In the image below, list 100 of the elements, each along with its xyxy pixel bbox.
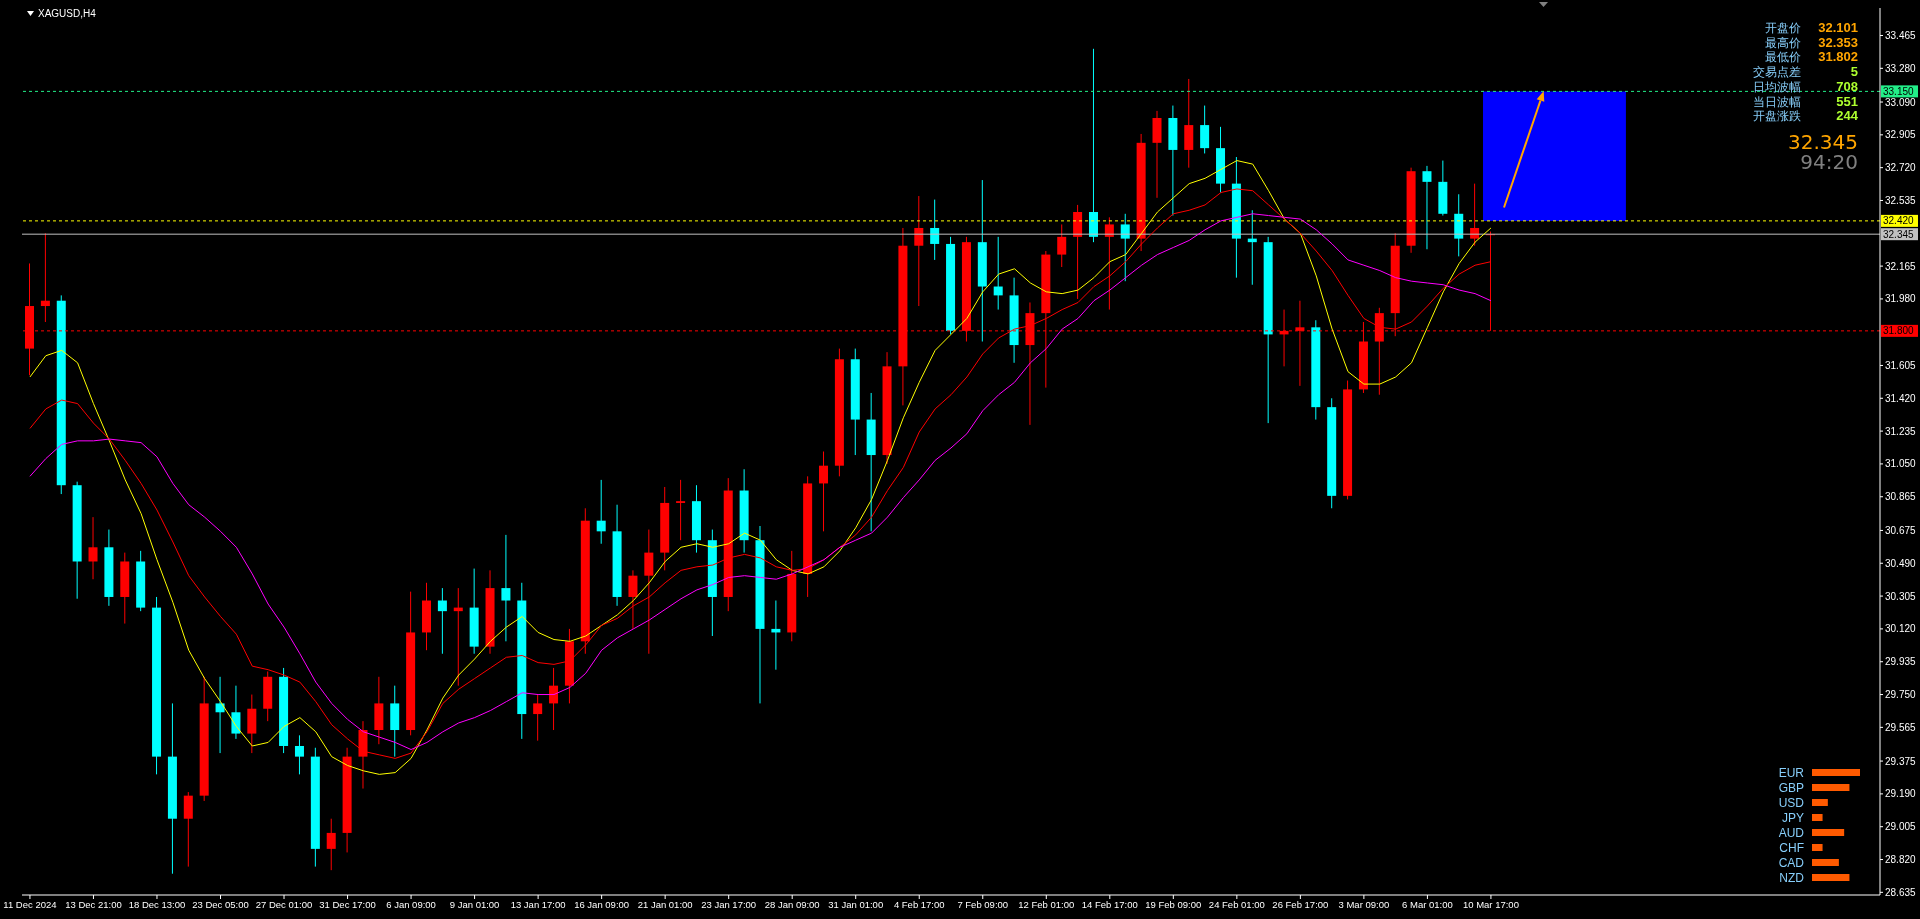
annotation: 日均波幅 [1753,79,1801,95]
candlestick [326,818,336,871]
candlestick [1120,213,1130,282]
y-tick-label: 28.820 [1885,854,1917,866]
y-tick-label: 30.490 [1885,557,1917,569]
candlestick [1104,216,1114,311]
y-tick-label: 29.750 [1885,689,1917,701]
ref-line-label: 32.420 [1883,215,1915,227]
annotation: 708 [1835,78,1858,95]
bar [1812,829,1845,836]
ref-line-label: 31.800 [1883,325,1915,337]
annotation: 551 [1835,93,1858,110]
y-tick-label: 29.565 [1885,721,1917,733]
candlestick [676,479,686,541]
y-tick-label: 33.465 [1885,30,1917,42]
candlestick [1470,183,1480,247]
candlestick [993,236,1003,311]
x-tick-label: 4 Feb 17:00 [893,898,945,910]
candlestick [596,479,606,545]
x-tick-label: 6 Mar 01:00 [1402,898,1453,910]
x-tick-label: 23 Jan 17:00 [701,898,757,910]
y-tick-label: AUD [1778,825,1805,840]
y-tick-label: USD [1778,795,1805,810]
annotation: 31.802 [1817,49,1858,66]
x-tick-label: 10 Mar 17:00 [1462,898,1519,910]
x-tick-label: 16 Jan 09:00 [574,898,630,910]
bar [1812,784,1850,791]
x-tick-label: 3 Mar 09:00 [1338,898,1390,910]
candlestick [1422,165,1432,250]
candlestick [1200,105,1210,154]
bar [1812,769,1860,776]
y-tick-label: 30.120 [1885,623,1917,635]
y-tick-label: 32.165 [1885,260,1917,272]
annotation: 最高价 [1764,35,1801,51]
bar [1812,874,1850,881]
y-tick-label: 31.605 [1885,360,1917,372]
y-tick-label: 31.420 [1885,392,1917,404]
y-tick-label: CAD [1778,855,1805,870]
x-tick-label: 31 Jan 01:00 [828,898,884,910]
y-tick-label: EUR [1778,765,1805,780]
y-tick-label: 29.375 [1885,755,1917,767]
candlestick [231,685,241,740]
candlestick [437,587,447,655]
annotation: 交易点差 [1753,65,1801,80]
candlestick [930,199,940,261]
x-tick-label: 7 Feb 09:00 [957,898,1009,910]
bar [1812,859,1839,866]
candlestick [1057,223,1067,268]
x-tick-label: 23 Dec 05:00 [192,898,249,910]
candlestick [294,734,304,775]
annotation: 开盘价 [1764,21,1801,36]
y-tick-label: GBP [1778,780,1804,795]
x-tick-label: 18 Dec 13:00 [128,898,186,910]
y-tick-label: 29.005 [1885,821,1917,833]
bar [1812,799,1828,806]
candlestick [628,569,638,630]
x-tick-label: 24 Feb 01:00 [1208,898,1265,910]
candlestick [819,451,829,532]
y-tick-label: 30.675 [1885,524,1917,536]
y-tick-label: 31.235 [1885,425,1917,437]
x-tick-label: 19 Feb 09:00 [1145,898,1202,910]
annotation: 244 [1835,108,1858,124]
y-tick-label: CHF [1779,840,1804,855]
x-tick-label: 11 Dec 2024 [3,898,57,910]
candlestick [215,676,225,754]
x-tick-label: 21 Jan 01:00 [637,898,693,910]
x-tick-label: 26 Feb 17:00 [1272,898,1329,910]
x-tick-label: 14 Feb 17:00 [1081,898,1138,910]
bar [1812,844,1823,851]
y-tick-label: 29.935 [1885,656,1917,668]
y-tick-label: 29.190 [1885,788,1917,800]
y-tick-label: 31.050 [1885,458,1917,470]
y-tick-label: NZD [1779,870,1805,885]
y-tick-label: 30.305 [1885,590,1917,602]
candlestick [501,534,511,642]
annotation: 当日波幅 [1753,94,1801,110]
candlestick [183,791,193,868]
annotation: 最低价 [1764,50,1801,66]
ref-line-label: 33.150 [1883,85,1915,97]
annotation: 开盘涨跌 [1753,109,1801,124]
annotation: 5 [1849,64,1858,80]
y-tick-label: 32.535 [1885,195,1917,207]
candlestick [40,232,50,323]
candlestick [533,694,543,742]
y-tick-label: 30.865 [1885,491,1917,503]
x-tick-label: 9 Jan 01:00 [449,898,500,910]
y-tick-label: 32.905 [1885,129,1917,141]
annotation: 32.353 [1817,34,1858,51]
x-tick-label: 13 Jan 17:00 [510,898,566,910]
y-tick-label: JPY [1781,810,1804,825]
x-tick-label: 6 Jan 09:00 [386,898,436,910]
x-tick-label: 27 Dec 01:00 [255,898,313,910]
candlestick [88,516,98,580]
chart-title: XAGUSD,H4 [38,7,96,19]
bar [1812,814,1823,821]
annotation: 32.101 [1817,20,1858,36]
y-tick-label: 33.090 [1885,96,1917,108]
y-tick-label: 31.980 [1885,293,1917,305]
x-tick-label: 28 Jan 09:00 [764,898,820,910]
y-tick-label: 33.280 [1885,62,1917,74]
